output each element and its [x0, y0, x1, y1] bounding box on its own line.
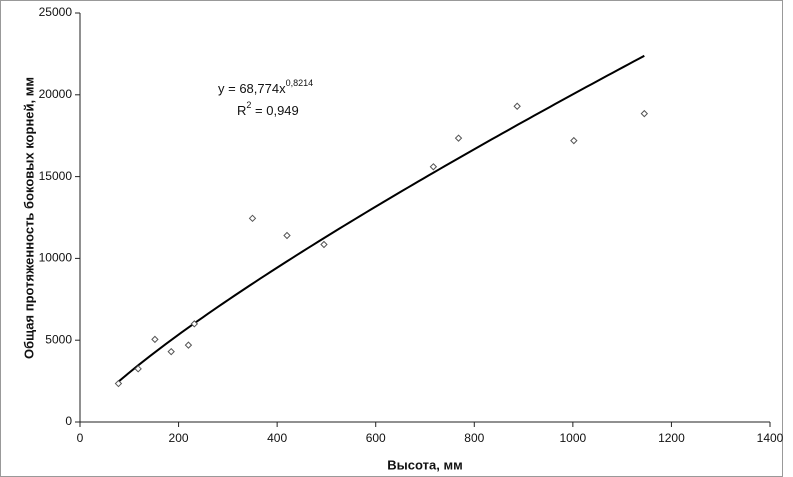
y-tick-label: 15000: [39, 169, 73, 183]
point: [570, 136, 578, 145]
point: [151, 335, 159, 344]
r2-sup: 2: [246, 100, 251, 110]
x-axis-title: Высота, мм: [387, 457, 462, 472]
r2-text: = 0,949: [251, 103, 298, 118]
y-tick-label: 25000: [39, 5, 73, 19]
point: [283, 231, 291, 240]
point: [184, 341, 193, 349]
point: [513, 102, 521, 110]
x-tick-label: 800: [464, 431, 484, 445]
x-tick-label: 1400: [757, 431, 784, 445]
point: [190, 320, 199, 328]
trend-r2: R2 = 0,949: [237, 100, 299, 118]
x-tick-label: 0: [77, 431, 84, 445]
point: [429, 163, 438, 171]
point: [248, 214, 257, 223]
y-tick-label: 20000: [39, 87, 73, 101]
point: [640, 109, 649, 118]
y-tick-label: 0: [65, 414, 72, 428]
x-tick-label: 1000: [560, 431, 587, 445]
x-tick-label: 400: [267, 431, 287, 445]
y-axis-title: Общая протяженность боковых корней, мм: [21, 77, 36, 359]
equation-text: y = 68,774x: [218, 81, 286, 96]
trendline: [117, 54, 645, 383]
x-tick-label: 600: [366, 431, 386, 445]
r2-prefix: R: [237, 103, 246, 118]
point: [320, 240, 328, 249]
y-tick-label: 10000: [39, 251, 73, 265]
x-tick-label: 1200: [658, 431, 685, 445]
y-tick-label: 5000: [45, 332, 72, 346]
point: [114, 379, 123, 388]
trend-equation: y = 68,774x0,8214: [218, 78, 313, 96]
point: [167, 347, 175, 356]
point: [454, 134, 463, 142]
equation-exponent: 0,8214: [286, 78, 314, 88]
point: [134, 365, 142, 373]
x-tick-label: 200: [169, 431, 189, 445]
